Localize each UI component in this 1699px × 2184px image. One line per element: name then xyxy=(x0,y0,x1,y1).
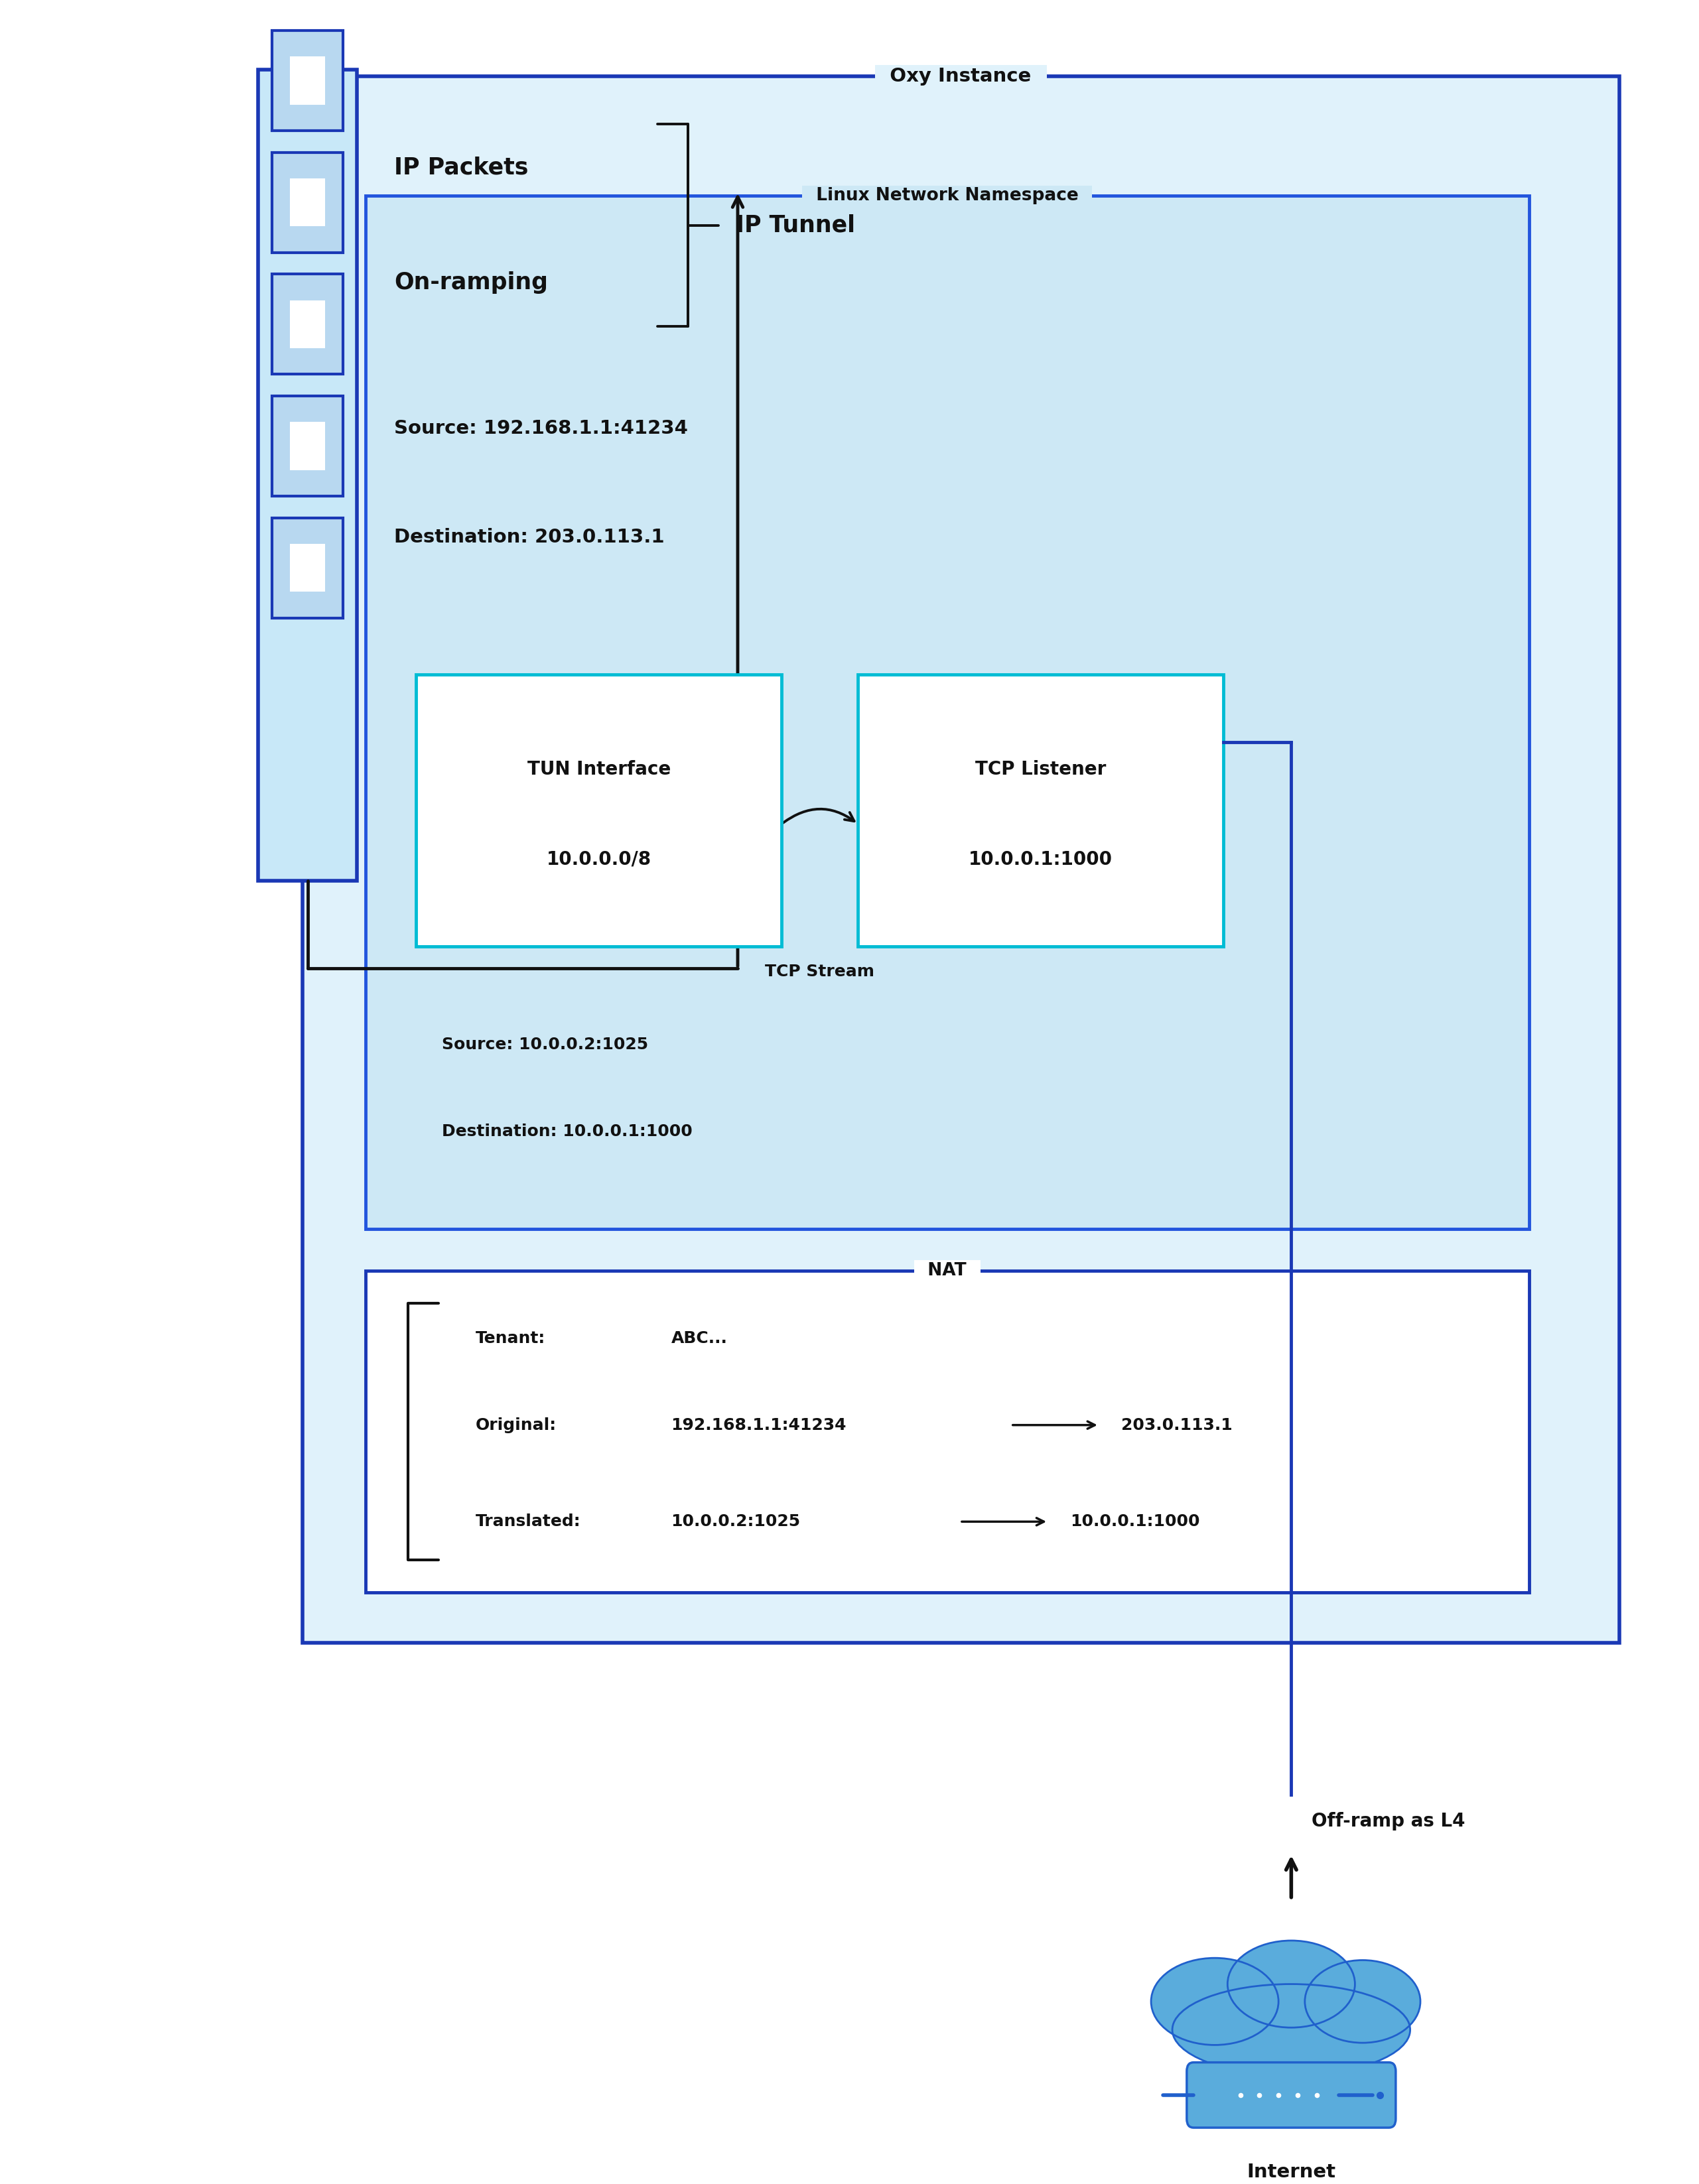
FancyBboxPatch shape xyxy=(858,675,1223,946)
Text: Source: 10.0.0.2:1025: Source: 10.0.0.2:1025 xyxy=(442,1035,647,1053)
Text: 192.168.1.1:41234: 192.168.1.1:41234 xyxy=(671,1417,846,1433)
Bar xyxy=(258,70,357,880)
Text: 203.0.113.1: 203.0.113.1 xyxy=(1121,1417,1233,1433)
Text: Destination: 10.0.0.1:1000: Destination: 10.0.0.1:1000 xyxy=(442,1123,693,1140)
FancyBboxPatch shape xyxy=(291,544,325,592)
FancyBboxPatch shape xyxy=(302,76,1619,1642)
Text: Tenant:: Tenant: xyxy=(476,1330,545,1345)
FancyBboxPatch shape xyxy=(291,422,325,470)
Text: Internet: Internet xyxy=(1247,2162,1335,2182)
FancyBboxPatch shape xyxy=(365,1271,1529,1592)
FancyBboxPatch shape xyxy=(272,153,343,253)
FancyBboxPatch shape xyxy=(272,395,343,496)
Text: IP Tunnel: IP Tunnel xyxy=(736,214,855,236)
Text: NAT: NAT xyxy=(916,1262,979,1280)
Text: Destination: 203.0.113.1: Destination: 203.0.113.1 xyxy=(394,529,664,546)
FancyBboxPatch shape xyxy=(1186,2062,1397,2127)
Text: Source: 192.168.1.1:41234: Source: 192.168.1.1:41234 xyxy=(394,419,688,437)
FancyBboxPatch shape xyxy=(416,675,782,946)
Text: 10.0.0.0/8: 10.0.0.0/8 xyxy=(547,850,651,869)
FancyBboxPatch shape xyxy=(272,31,343,131)
Text: ABC...: ABC... xyxy=(671,1330,727,1345)
Text: 10.0.0.2:1025: 10.0.0.2:1025 xyxy=(671,1514,800,1529)
Text: TCP Listener: TCP Listener xyxy=(975,760,1106,780)
Text: IP Packets: IP Packets xyxy=(394,157,528,179)
FancyBboxPatch shape xyxy=(291,299,325,347)
Text: 10.0.0.1:1000: 10.0.0.1:1000 xyxy=(968,850,1113,869)
Text: Translated:: Translated: xyxy=(476,1514,581,1529)
Text: TCP Stream: TCP Stream xyxy=(765,963,875,981)
Text: Oxy Instance: Oxy Instance xyxy=(877,68,1045,85)
Text: TUN Interface: TUN Interface xyxy=(527,760,671,780)
Ellipse shape xyxy=(1228,1942,1356,2027)
FancyBboxPatch shape xyxy=(272,275,343,373)
FancyBboxPatch shape xyxy=(291,179,325,227)
Text: Original:: Original: xyxy=(476,1417,557,1433)
Text: On-ramping: On-ramping xyxy=(394,271,549,295)
FancyBboxPatch shape xyxy=(291,57,325,105)
Ellipse shape xyxy=(1305,1961,1420,2042)
FancyBboxPatch shape xyxy=(272,518,343,618)
Ellipse shape xyxy=(1172,1983,1410,2075)
FancyBboxPatch shape xyxy=(365,197,1529,1230)
Text: Linux Network Namespace: Linux Network Namespace xyxy=(804,188,1091,205)
Text: 10.0.0.1:1000: 10.0.0.1:1000 xyxy=(1070,1514,1199,1529)
Text: Off-ramp as L4: Off-ramp as L4 xyxy=(1312,1813,1465,1830)
Ellipse shape xyxy=(1152,1959,1278,2044)
